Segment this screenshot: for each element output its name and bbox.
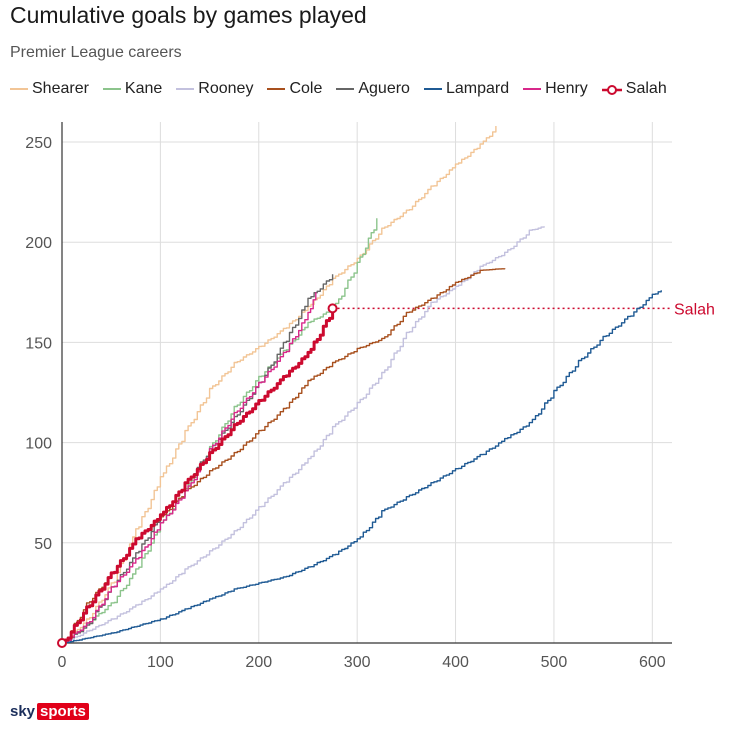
legend-item: Lampard: [423, 80, 510, 98]
y-tick-label: 150: [25, 335, 52, 352]
brand-sports-text: sports: [37, 703, 89, 720]
series-line-rooney: [62, 226, 545, 644]
salah-start-marker: [57, 638, 67, 648]
legend-label: Henry: [545, 80, 588, 97]
legend-swatch: [423, 88, 442, 90]
line-chart: 50 100 150 200 250 0 100 200 300 400 500 600 Salah: [25, 122, 715, 671]
sky-sports-logo: sky sports: [10, 703, 89, 720]
x-tick-label: 400: [442, 654, 469, 671]
legend-swatch: [523, 88, 542, 90]
legend-item: Salah: [601, 80, 667, 98]
legend-swatch: [176, 88, 195, 90]
legend-swatch: [102, 88, 121, 90]
series-line-salah: [62, 308, 335, 645]
series-line-henry: [62, 292, 317, 644]
y-tick-label: 200: [25, 235, 52, 252]
y-tick-label: 50: [34, 536, 52, 553]
legend-label: Salah: [625, 80, 667, 97]
legend-swatch: [601, 83, 622, 95]
legend-item: Kane: [102, 80, 163, 98]
legend-label: Rooney: [198, 80, 254, 97]
x-tick-label: 500: [541, 654, 568, 671]
legend-label: Lampard: [445, 80, 510, 97]
legend-item: Shearer: [10, 80, 89, 98]
legend-swatch: [10, 88, 28, 90]
legend-item: Rooney: [176, 80, 253, 98]
x-tick-label: 0: [58, 654, 67, 671]
x-tick-label: 300: [344, 654, 371, 671]
legend-item: Aguero: [336, 80, 410, 98]
salah-annotation-label: Salah: [674, 301, 715, 318]
chart-subtitle: Premier League careers: [10, 44, 182, 61]
series-line-shearer: [62, 125, 497, 644]
legend-label: Kane: [124, 80, 163, 97]
legend-item: Henry: [523, 80, 588, 98]
series-line-lampard: [62, 290, 662, 644]
legend-swatch: [336, 88, 355, 90]
chart-title: Cumulative goals by games played: [10, 2, 367, 28]
series-line-cole: [62, 267, 506, 644]
legend: Shearer Kane Rooney Cole Aguero Lampard Henry S…: [10, 80, 667, 98]
brand-sky-text: sky: [10, 703, 36, 720]
x-tick-label: 600: [639, 654, 666, 671]
legend-label: Aguero: [358, 80, 410, 97]
y-tick-label: 100: [25, 436, 52, 453]
legend-label: Shearer: [32, 80, 89, 97]
legend-swatch: [267, 88, 286, 90]
legend-label: Cole: [289, 80, 323, 97]
legend-item: Cole: [267, 80, 322, 98]
x-tick-label: 200: [245, 654, 272, 671]
y-tick-label: 250: [25, 135, 52, 152]
x-tick-label: 100: [147, 654, 174, 671]
salah-end-marker: [327, 303, 338, 314]
